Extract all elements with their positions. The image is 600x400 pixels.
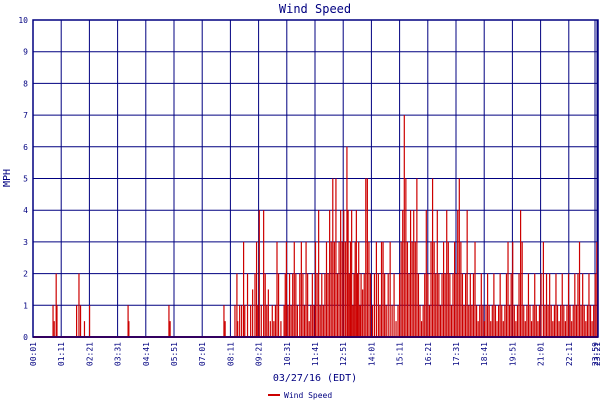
x-axis-label: 03/27/16 (EDT) — [273, 373, 357, 384]
y-tick-label: 2 — [23, 270, 28, 279]
y-tick-label: 6 — [23, 143, 28, 152]
x-tick-label: 16:21 — [424, 342, 433, 366]
y-tick-label: 10 — [18, 16, 28, 25]
x-tick-label: 14:01 — [367, 342, 376, 366]
chart-title: Wind Speed — [279, 2, 351, 16]
x-tick-label: 12:51 — [339, 342, 348, 366]
x-tick-label: 03:31 — [114, 342, 123, 366]
y-tick-label: 9 — [23, 48, 28, 57]
legend: Wind Speed — [268, 391, 332, 400]
x-tick-label: 18:41 — [480, 342, 489, 366]
x-tick-label: 23:21 — [593, 342, 600, 366]
y-axis-ticks: 0 1 2 3 4 5 6 7 8 9 10 — [18, 16, 28, 342]
y-tick-label: 1 — [23, 301, 28, 310]
legend-label: Wind Speed — [284, 391, 332, 400]
x-tick-label: 22:11 — [565, 342, 574, 366]
y-tick-label: 8 — [23, 79, 28, 88]
x-tick-label: 19:51 — [508, 342, 517, 366]
x-tick-label: 09:21 — [255, 342, 264, 366]
x-tick-label: 02:21 — [85, 342, 94, 366]
y-tick-label: 0 — [23, 333, 28, 342]
plot-frame — [32, 19, 599, 338]
series-wind-speed — [33, 115, 598, 338]
x-axis-ticks: 00:01 01:11 02:21 03:31 04:41 05:51 07:01 08:11… — [29, 342, 600, 366]
y-tick-label: 7 — [23, 111, 28, 120]
x-tick-label: 00:01 — [29, 342, 38, 366]
x-tick-label: 07:01 — [198, 342, 207, 366]
x-tick-label: 23:59 — [591, 342, 600, 366]
y-axis-label: MPH — [2, 169, 13, 187]
x-tick-label: 04:41 — [142, 342, 151, 366]
x-tick-label: 15:11 — [396, 342, 405, 366]
y-tick-label: 3 — [23, 238, 28, 247]
x-tick-label: 05:51 — [170, 342, 179, 366]
x-tick-label: 17:31 — [452, 342, 461, 366]
y-tick-label: 4 — [23, 206, 28, 215]
x-tick-label: 21:01 — [537, 342, 546, 366]
x-tick-label: 11:41 — [311, 342, 320, 366]
x-tick-label: 08:11 — [226, 342, 235, 366]
x-tick-label: 10:31 — [283, 342, 292, 366]
plot-border — [32, 19, 599, 338]
y-tick-label: 5 — [23, 175, 28, 184]
x-tick-label: 01:11 — [57, 342, 66, 366]
